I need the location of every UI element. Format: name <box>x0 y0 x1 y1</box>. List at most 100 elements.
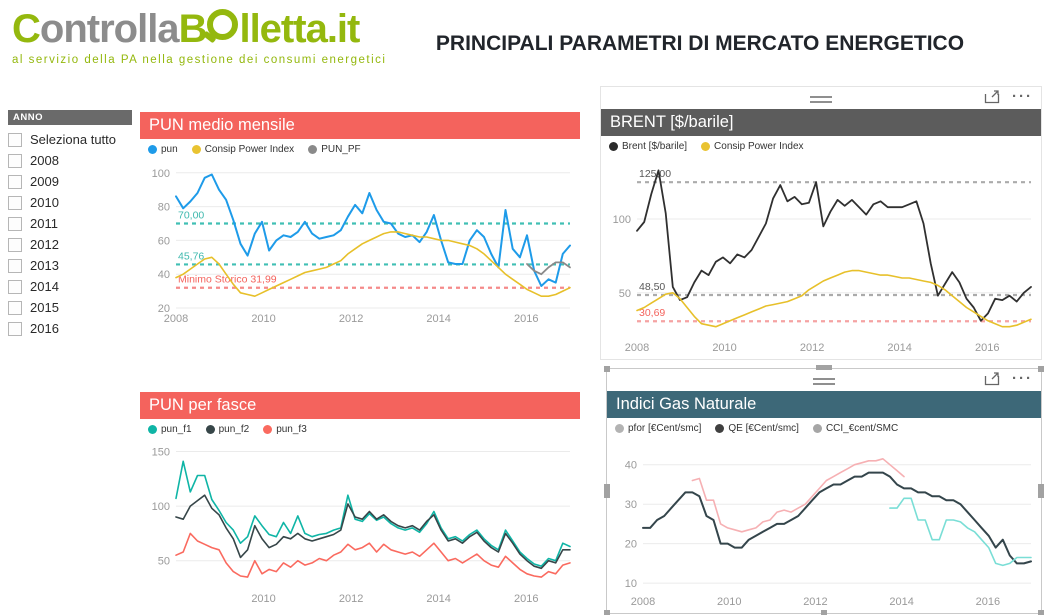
logo-wordmark: ControllaB lletta.it <box>12 7 360 51</box>
slicer-item[interactable]: Seleziona tutto <box>8 129 132 150</box>
y-axis-tick: 20 <box>625 539 637 551</box>
panel-pun-medio-mensile: PUN medio mensile pun Consip Power Index P… <box>140 112 580 330</box>
checkbox-unchecked[interactable] <box>8 153 22 168</box>
focus-mode-icon[interactable] <box>984 372 1000 386</box>
selection-handle[interactable] <box>604 366 610 372</box>
series-brent-barile- <box>636 169 1032 322</box>
reference-line-label: 70,00 <box>178 209 204 221</box>
legend-dot-icon <box>205 424 215 434</box>
slicer-item[interactable]: 2010 <box>8 192 132 213</box>
legend-item[interactable]: Brent [$/barile] <box>609 141 687 152</box>
y-axis-tick: 80 <box>158 202 170 214</box>
slicer-item[interactable]: 2016 <box>8 318 132 339</box>
slicer-item-label[interactable]: 2012 <box>30 237 59 252</box>
checkbox-unchecked[interactable] <box>8 195 22 210</box>
slicer-item-label[interactable]: 2010 <box>30 195 59 210</box>
checkbox-unchecked[interactable] <box>8 132 22 147</box>
panel-toolbar: ··· <box>607 369 1041 391</box>
more-options-icon[interactable]: ··· <box>1012 88 1033 105</box>
x-axis-tick: 2012 <box>800 342 824 354</box>
reference-line-label: 125,00 <box>639 168 671 180</box>
legend-dot-icon <box>615 423 624 433</box>
legend-item[interactable]: PUN_PF <box>308 143 361 155</box>
brent-chart[interactable]: 50 100 2008 2010 2012 2014 2016 125,00 48,50 30,6… <box>601 156 1041 355</box>
legend-dot-icon <box>609 141 618 151</box>
legend-label: PUN_PF <box>321 143 361 155</box>
legend-label: pfor [€Cent/smc] <box>628 422 702 434</box>
selection-handle[interactable] <box>821 610 827 615</box>
x-axis-tick: 2008 <box>631 596 655 608</box>
slicer-item-label[interactable]: 2011 <box>30 216 58 231</box>
legend-item[interactable]: Consip Power Index <box>191 143 295 155</box>
panel-brent: ··· BRENT [$/barile] Brent [$/barile] Con… <box>600 86 1042 360</box>
slicer-item[interactable]: 2013 <box>8 255 132 276</box>
pun-per-fasce-chart[interactable]: 50 100 150 2010 2012 2014 2016 <box>140 439 580 606</box>
x-axis-tick: 2016 <box>514 313 538 325</box>
checkbox-unchecked[interactable] <box>8 321 22 336</box>
legend-label: Consip Power Index <box>204 143 295 155</box>
legend-item[interactable]: pun <box>148 144 178 155</box>
focus-mode-icon[interactable] <box>984 90 1000 104</box>
legend-label: Consip Power Index <box>714 140 804 152</box>
legend-label: pun <box>161 143 178 155</box>
selection-handle[interactable] <box>1038 366 1044 372</box>
checkbox-unchecked[interactable] <box>8 216 22 231</box>
slicer-item[interactable]: 2015 <box>8 297 132 318</box>
checkbox-unchecked[interactable] <box>8 279 22 294</box>
slicer-item-label[interactable]: 2008 <box>30 153 59 168</box>
legend-item[interactable]: pfor [€Cent/smc] <box>615 423 701 434</box>
reference-line-label: Minimo Storico 31,99 <box>178 274 277 286</box>
series-pun_f3 <box>175 532 571 578</box>
year-slicer: ANNO Seleziona tutto 2008 2009 2010 2011 2012… <box>8 110 132 339</box>
selection-handle[interactable] <box>816 365 832 370</box>
logo: ControllaB lletta.it al servizio della PA… <box>12 6 385 66</box>
reference-line-label: 45,76 <box>178 250 204 262</box>
y-axis-tick: 40 <box>158 269 170 281</box>
selection-handle[interactable] <box>1038 484 1044 498</box>
checkbox-unchecked[interactable] <box>8 174 22 189</box>
y-axis-tick: 10 <box>625 578 637 590</box>
slicer-item[interactable]: 2011 <box>8 213 132 234</box>
legend-dot-icon <box>715 423 725 433</box>
checkbox-unchecked[interactable] <box>8 300 22 315</box>
checkbox-unchecked[interactable] <box>8 237 22 252</box>
magnifier-icon <box>207 9 239 40</box>
slicer-item-label[interactable]: 2015 <box>30 300 59 315</box>
more-options-icon[interactable]: ··· <box>1012 370 1033 387</box>
legend-item[interactable]: QE [€Cent/smc] <box>715 423 799 434</box>
slicer-item-label[interactable]: 2016 <box>30 321 59 336</box>
series-pun_f1 <box>175 460 571 567</box>
slicer-item[interactable]: 2014 <box>8 276 132 297</box>
legend-label: pun_f3 <box>276 423 307 435</box>
x-axis-tick: 2016 <box>514 593 538 605</box>
selection-handle[interactable] <box>604 484 610 498</box>
selection-handle[interactable] <box>1038 610 1044 615</box>
chart-title-gas: Indici Gas Naturale <box>607 391 1041 418</box>
chart-legend-brent: Brent [$/barile] Consip Power Index <box>601 136 1041 156</box>
y-axis-tick: 60 <box>158 235 170 247</box>
slicer-item[interactable]: 2012 <box>8 234 132 255</box>
drag-handle-icon[interactable] <box>813 375 835 385</box>
legend-item[interactable]: Consip Power Index <box>701 141 804 152</box>
series-qe-cent-smc- <box>642 471 1032 565</box>
pun-medio-mensile-chart[interactable]: 20 40 60 80 100 2008 2010 2012 2014 2016 70,00 45,7… <box>140 159 580 326</box>
series-consip-power-index <box>636 269 1032 328</box>
selection-handle[interactable] <box>604 610 610 615</box>
slicer-item[interactable]: 2008 <box>8 150 132 171</box>
legend-item[interactable]: CCI_€cent/SMC <box>812 423 898 434</box>
legend-dot-icon <box>148 424 157 434</box>
indici-gas-chart[interactable]: 10 20 30 40 2008 2010 2012 2014 2016 <box>607 438 1041 609</box>
x-axis-tick: 2014 <box>426 313 450 325</box>
slicer-item[interactable]: 2009 <box>8 171 132 192</box>
checkbox-unchecked[interactable] <box>8 258 22 273</box>
legend-item[interactable]: pun_f3 <box>263 424 307 435</box>
slicer-item-label[interactable]: 2013 <box>30 258 59 273</box>
slicer-item-label[interactable]: Seleziona tutto <box>30 132 117 147</box>
drag-handle-icon[interactable] <box>810 93 832 103</box>
legend-item[interactable]: pun_f1 <box>148 424 192 435</box>
slicer-item-label[interactable]: 2014 <box>30 279 59 294</box>
slicer-item-label[interactable]: 2009 <box>30 174 59 189</box>
legend-label: pun_f1 <box>161 423 192 435</box>
legend-item[interactable]: pun_f2 <box>205 424 249 435</box>
